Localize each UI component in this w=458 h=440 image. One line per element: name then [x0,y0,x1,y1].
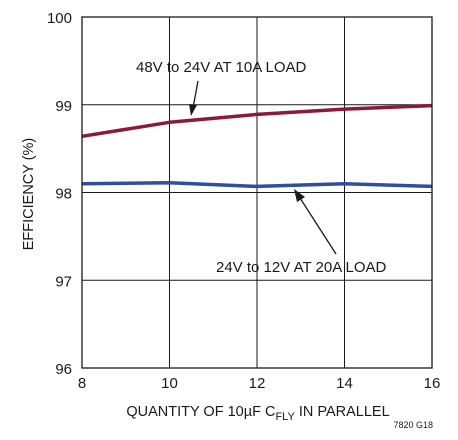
y-tick-label-97: 97 [55,273,72,290]
y-tick-label-98: 98 [55,186,72,203]
y-tick-label-99: 99 [55,98,72,115]
figure-id: 7820 G18 [393,420,433,430]
series-line-0 [81,103,433,139]
series-pointer-48v [192,80,199,109]
x-axis-label: QUANTITY OF 10µF CFLY IN PARALLEL [126,404,389,423]
x-tick-label-14: 14 [336,375,353,392]
series-label-48v: 48V to 24V AT 10A LOAD [136,59,307,76]
x-tick-labels: 8 10 12 14 16 [78,375,441,392]
x-tick-label-8: 8 [78,375,86,392]
y-axis-label: EFFICIENCY (%) [21,138,37,251]
y-tick-label-100: 100 [47,10,72,27]
series-lines [81,103,433,189]
x-tick-label-10: 10 [161,375,178,392]
series-label-24v: 24V to 12V AT 20A LOAD [216,259,387,276]
y-tick-labels: 96 97 98 99 100 [47,10,72,378]
x-tick-label-12: 12 [249,375,266,392]
x-tick-label-16: 16 [424,375,441,392]
plot-frame [81,16,433,369]
series-pointer-arrowhead-24v [294,189,305,202]
y-tick-label-96: 96 [55,361,72,378]
series-pointer-24v [299,197,337,255]
series-line-1 [81,181,433,189]
series-pointer-arrowhead-48v [189,104,197,116]
